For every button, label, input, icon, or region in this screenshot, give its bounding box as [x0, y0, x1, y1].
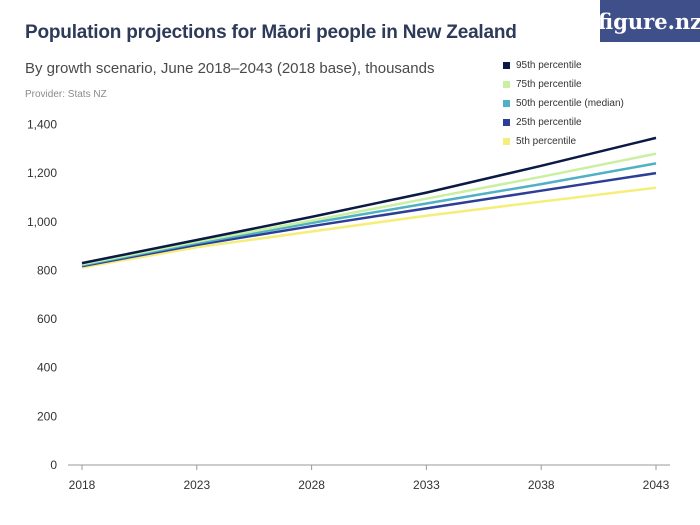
y-tick-label: 1,400	[27, 118, 57, 132]
x-tick-label: 2043	[643, 478, 670, 492]
legend-label: 95th percentile	[516, 60, 582, 71]
y-tick-label: 400	[37, 361, 57, 375]
series-lines	[81, 136, 657, 269]
x-tick-label: 2028	[298, 478, 325, 492]
x-tick-label: 2018	[69, 478, 96, 492]
legend-swatch	[503, 62, 510, 69]
y-tick-label: 1,000	[27, 215, 57, 229]
legend-swatch	[503, 119, 510, 126]
legend-item: 95th percentile	[503, 56, 624, 75]
legend-label: 25th percentile	[516, 117, 582, 128]
series-line-95th-percentile	[81, 136, 657, 265]
provider-note: Provider: Stats NZ	[25, 89, 107, 100]
x-tick-label: 2038	[528, 478, 555, 492]
legend-item: 75th percentile	[503, 75, 624, 94]
legend-label: 75th percentile	[516, 79, 582, 90]
chart-legend: 95th percentile 75th percentile 50th perce…	[503, 56, 624, 151]
y-tick-label: 600	[37, 312, 57, 326]
figure-nz-logo[interactable]: figure.nz	[598, 0, 700, 42]
legend-item: 5th percentile	[503, 132, 624, 151]
series-line-25th-percentile	[81, 171, 657, 268]
legend-item: 25th percentile	[503, 113, 624, 132]
legend-swatch	[503, 81, 510, 88]
series-line-75th-percentile	[81, 152, 657, 266]
chart-subtitle: By growth scenario, June 2018–2043 (2018…	[25, 60, 435, 77]
y-tick-label: 200	[37, 409, 57, 423]
legend-label: 5th percentile	[516, 136, 577, 147]
series-line-5th-percentile	[81, 186, 657, 269]
x-axis-tick-marks	[81, 465, 657, 470]
x-tick-label: 2033	[413, 478, 440, 492]
series-line-50th-percentile-median	[81, 162, 657, 267]
y-axis-tick-labels: 0 200 400 600 800 1,000 1,200 1,400	[27, 118, 57, 473]
y-tick-label: 800	[37, 263, 57, 277]
chart-title: Population projections for Māori people …	[25, 22, 517, 43]
legend-label: 50th percentile (median)	[516, 98, 624, 109]
legend-swatch	[503, 138, 510, 145]
y-tick-label: 1,200	[27, 166, 57, 180]
x-axis-tick-labels: 2018 2023 2028 2033 2038 2043	[69, 478, 670, 492]
y-tick-label: 0	[50, 458, 57, 472]
legend-swatch	[503, 100, 510, 107]
x-tick-label: 2023	[183, 478, 210, 492]
legend-item: 50th percentile (median)	[503, 94, 624, 113]
